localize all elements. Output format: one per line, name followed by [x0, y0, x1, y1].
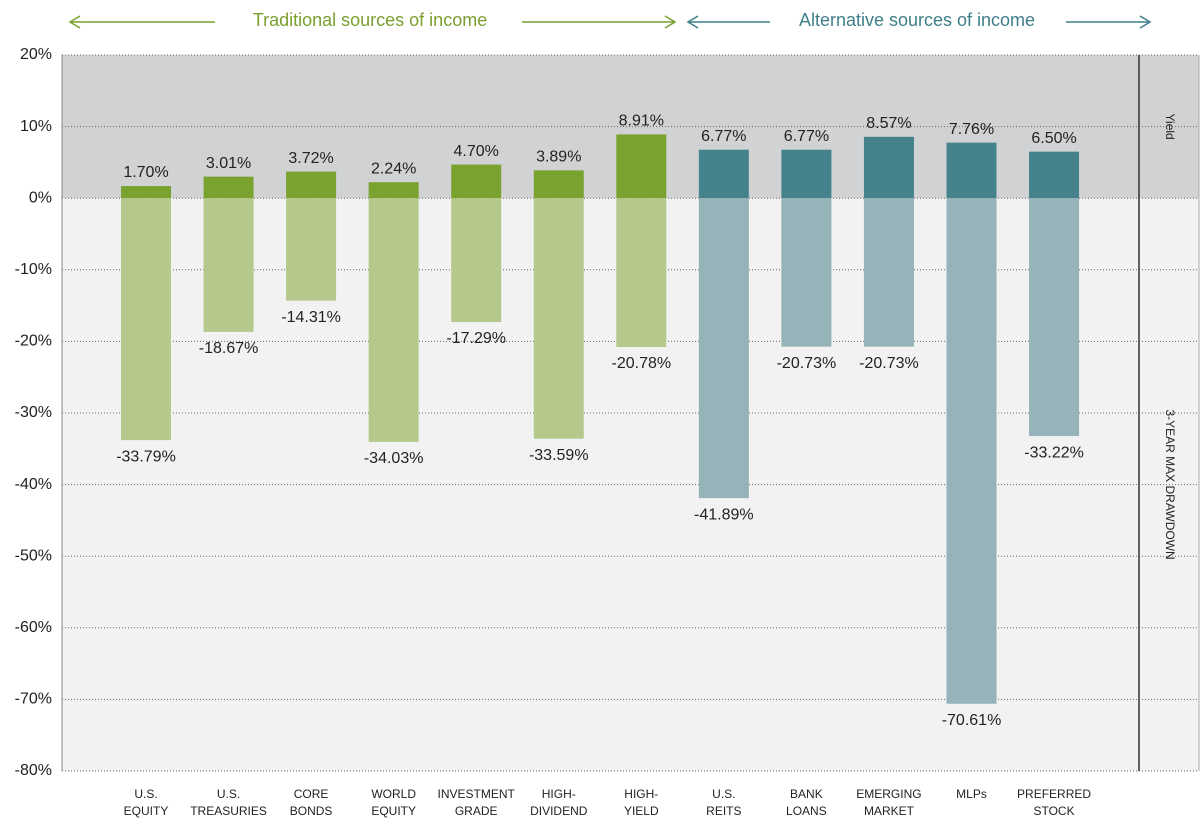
data-label: -14.31% — [281, 309, 341, 326]
x-tick-label: HIGH- — [542, 787, 576, 801]
bar — [368, 198, 419, 442]
data-label: -33.79% — [116, 448, 176, 465]
data-label: 4.70% — [454, 143, 499, 160]
bar — [781, 149, 832, 199]
y-tick-label: -30% — [15, 404, 52, 421]
arrow-head — [68, 15, 81, 29]
bar — [286, 171, 337, 199]
arrow-head — [686, 15, 699, 29]
bar — [451, 164, 502, 199]
x-tick-label: INVESTMENT — [438, 787, 516, 801]
data-label: -18.67% — [199, 340, 259, 357]
data-label: 8.57% — [866, 115, 911, 132]
x-tick-label: U.S. — [712, 787, 735, 801]
x-tick-label: U.S. — [134, 787, 157, 801]
x-tick-label: PREFERRED — [1017, 787, 1091, 801]
data-label: -20.78% — [612, 355, 672, 372]
data-label: -34.03% — [364, 450, 424, 467]
arrow-head — [664, 15, 677, 29]
bar — [533, 170, 584, 199]
y-tick-label: 20% — [20, 46, 52, 63]
data-label: 1.70% — [123, 164, 168, 181]
x-tick-label: MLPs — [956, 787, 987, 801]
data-label: -20.73% — [859, 355, 919, 372]
bar — [698, 149, 749, 199]
y-tick-label: -50% — [15, 547, 52, 564]
bar — [863, 136, 914, 199]
data-label: 8.91% — [619, 113, 664, 130]
series-label: 3-YEAR MAX DRAWDOWN — [1163, 409, 1177, 559]
data-label: 6.77% — [784, 128, 829, 145]
data-label: -41.89% — [694, 506, 754, 523]
data-label: -33.59% — [529, 447, 589, 464]
x-tick-label: STOCK — [1033, 804, 1074, 818]
bar — [1029, 151, 1080, 199]
x-tick-label: YIELD — [624, 804, 659, 818]
data-label: 6.77% — [701, 128, 746, 145]
bar — [203, 176, 254, 199]
y-tick-label: -70% — [15, 691, 52, 708]
data-label: 3.89% — [536, 149, 581, 166]
x-tick-label: TREASURIES — [190, 804, 267, 818]
y-tick-label: -80% — [15, 762, 52, 779]
bar — [616, 198, 667, 347]
bar — [1029, 198, 1080, 437]
x-tick-label: EQUITY — [371, 804, 416, 818]
x-tick-label: DIVIDEND — [530, 804, 588, 818]
arrow-head — [1139, 15, 1152, 29]
bar — [121, 198, 171, 441]
data-label: -33.22% — [1024, 444, 1084, 461]
data-label: -70.61% — [942, 712, 1002, 729]
bar — [286, 198, 337, 301]
x-tick-label: EMERGING — [856, 787, 921, 801]
data-label: -17.29% — [446, 330, 506, 347]
series-label: Yield — [1163, 113, 1177, 139]
y-tick-label: -20% — [15, 333, 52, 350]
x-tick-label: LOANS — [786, 804, 827, 818]
bar — [533, 198, 584, 439]
x-tick-label: REITS — [706, 804, 741, 818]
x-tick-label: HIGH- — [624, 787, 658, 801]
y-tick-label: 0% — [29, 189, 52, 206]
x-tick-label: BANK — [790, 787, 823, 801]
bar — [451, 198, 502, 322]
x-tick-label: EQUITY — [124, 804, 169, 818]
data-label: 6.50% — [1031, 130, 1076, 147]
bar — [616, 134, 667, 199]
y-tick-label: 10% — [20, 118, 52, 135]
x-tick-label: U.S. — [217, 787, 240, 801]
data-label: 3.01% — [206, 155, 251, 172]
x-tick-label: GRADE — [455, 804, 498, 818]
data-label: -20.73% — [777, 355, 837, 372]
x-tick-label: MARKET — [864, 804, 915, 818]
bar — [781, 198, 832, 347]
group-title: Traditional sources of income — [253, 10, 487, 30]
bar — [946, 142, 997, 199]
y-tick-label: -10% — [15, 261, 52, 278]
x-tick-label: WORLD — [371, 787, 416, 801]
group-title: Alternative sources of income — [799, 10, 1035, 30]
y-tick-label: -60% — [15, 619, 52, 636]
bar — [368, 182, 419, 199]
bar — [698, 198, 749, 499]
bar — [121, 186, 171, 199]
data-label: 3.72% — [288, 150, 333, 167]
bar — [863, 198, 914, 347]
x-tick-label: CORE — [294, 787, 329, 801]
y-tick-label: -40% — [15, 476, 52, 493]
data-label: 7.76% — [949, 121, 994, 138]
data-label: 2.24% — [371, 160, 416, 177]
bar — [203, 198, 254, 332]
bar — [946, 198, 997, 704]
x-tick-label: BONDS — [290, 804, 333, 818]
